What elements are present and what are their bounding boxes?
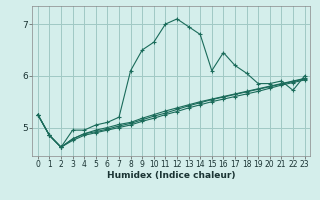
X-axis label: Humidex (Indice chaleur): Humidex (Indice chaleur) <box>107 171 236 180</box>
